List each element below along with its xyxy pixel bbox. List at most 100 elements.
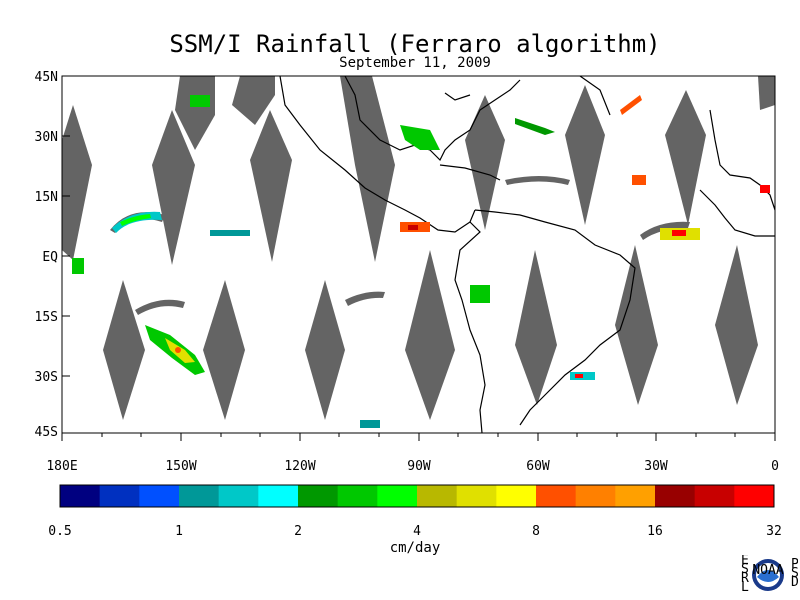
lat-tick: 30N xyxy=(35,130,70,145)
swath-gap xyxy=(152,110,195,265)
lat-tick: 45S xyxy=(35,425,70,440)
rain-patch xyxy=(470,285,490,303)
lon-label: 0 xyxy=(771,459,779,474)
rain-patch xyxy=(760,185,770,193)
lat-label: 45S xyxy=(35,425,58,440)
map-title: SSM/I Rainfall (Ferraro algorithm) xyxy=(169,30,661,58)
rain-patches xyxy=(72,95,770,428)
swath-gap xyxy=(175,76,215,150)
swath-gap xyxy=(203,280,245,420)
swath-gaps xyxy=(62,76,775,420)
swath-gap xyxy=(665,90,706,225)
colorbar-cell xyxy=(536,485,577,507)
colorbar-cell xyxy=(655,485,696,507)
map-date: September 11, 2009 xyxy=(339,55,491,71)
colorbar-label: 4 xyxy=(413,524,421,539)
swath-gap xyxy=(465,95,505,230)
lon-label: 60W xyxy=(526,459,550,474)
lat-tick: 45N xyxy=(35,70,70,85)
map-frame: 45N 30N 15N EQ 15S 30S xyxy=(35,70,779,474)
lat-label: 15S xyxy=(35,310,58,325)
colorbar-border xyxy=(59,484,775,508)
colorbar-cell xyxy=(337,485,378,507)
lat-label: 30N xyxy=(35,130,58,145)
lat-tick: 15S xyxy=(35,310,70,325)
lat-axis: 45N 30N 15N EQ 15S 30S xyxy=(35,70,70,440)
lon-axis: 180E 150W 120W 90W 60W 30W 0 xyxy=(46,433,779,474)
rain-patch xyxy=(408,225,418,230)
colorbar-cell xyxy=(575,485,616,507)
colorbar-cells xyxy=(60,485,775,507)
rain-patch xyxy=(210,230,250,236)
logo-letter: P xyxy=(791,557,798,572)
logo-bird xyxy=(757,570,779,582)
swath-gap xyxy=(103,280,145,420)
swath-gap xyxy=(565,85,605,225)
rain-patch xyxy=(175,347,181,353)
swath-gap xyxy=(250,110,292,262)
colorbar-cell xyxy=(179,485,220,507)
logo-letter: D xyxy=(791,575,798,590)
logo-letter: L xyxy=(741,580,749,595)
colorbar-cell xyxy=(139,485,180,507)
colorbar-label: 0.5 xyxy=(48,524,71,539)
rain-patch xyxy=(620,95,642,115)
colorbar: 0.5 1 2 4 8 16 32 xyxy=(48,484,782,539)
lon-label: 120W xyxy=(284,459,315,474)
rain-patch xyxy=(632,175,646,185)
rain-patch xyxy=(112,211,162,233)
colorbar-cell xyxy=(99,485,140,507)
lat-tick: 15N xyxy=(35,190,70,205)
logo-text: NOAA xyxy=(752,563,783,578)
rain-patch xyxy=(72,258,84,274)
swath-gap xyxy=(305,280,345,420)
colorbar-label: 8 xyxy=(532,524,540,539)
logo-letter: S xyxy=(791,566,798,581)
lat-label: 45N xyxy=(35,70,58,85)
colorbar-cell xyxy=(694,485,735,507)
lat-label: EQ xyxy=(42,250,58,265)
lon-label: 90W xyxy=(407,459,431,474)
colorbar-cell xyxy=(417,485,458,507)
swath-gap xyxy=(515,250,557,405)
swath-arc xyxy=(345,291,385,306)
colorbar-cell xyxy=(377,485,418,507)
colorbar-cell xyxy=(218,485,259,507)
lat-label: 15N xyxy=(35,190,58,205)
lat-tick: EQ xyxy=(42,250,70,265)
swath-gap xyxy=(715,245,758,405)
logo-letter: E xyxy=(741,555,749,568)
colorbar-label: 1 xyxy=(175,524,183,539)
rain-patch xyxy=(190,95,210,107)
swath-gap xyxy=(62,105,92,260)
rain-patch xyxy=(515,118,555,135)
colorbar-label: 2 xyxy=(294,524,302,539)
swath-arc xyxy=(135,299,185,315)
logo-letter: R xyxy=(741,571,749,586)
colorbar-cell xyxy=(60,485,101,507)
coastlines xyxy=(279,75,776,434)
colorbar-cell xyxy=(298,485,339,507)
rain-patch xyxy=(575,374,583,378)
lat-label: 30S xyxy=(35,370,58,385)
rain-patch xyxy=(360,420,380,428)
lat-tick: 30S xyxy=(35,370,70,385)
swath-arc xyxy=(640,221,690,240)
swath-gap xyxy=(758,76,775,110)
colorbar-cell xyxy=(496,485,537,507)
swath-gap xyxy=(232,76,275,125)
logo-letter: S xyxy=(741,562,749,577)
rain-patch xyxy=(400,125,440,150)
lon-label: 150W xyxy=(165,459,196,474)
colorbar-label: 32 xyxy=(766,524,782,539)
colorbar-label: 16 xyxy=(647,524,663,539)
swath-arc xyxy=(505,176,570,185)
lon-label: 30W xyxy=(644,459,668,474)
swath-gap xyxy=(340,76,395,262)
noaa-logo: E S R L P S D NOAA xyxy=(741,555,798,595)
colorbar-cell xyxy=(456,485,497,507)
colorbar-cell xyxy=(258,485,299,507)
rain-patch xyxy=(120,214,151,226)
colorbar-cell xyxy=(615,485,656,507)
